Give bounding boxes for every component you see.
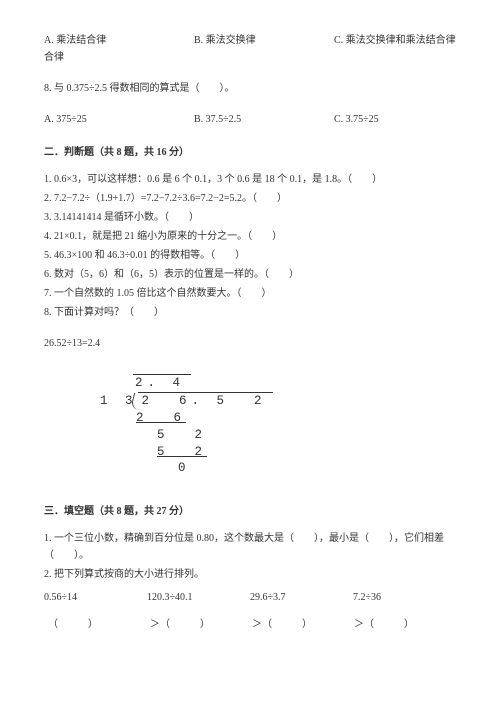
ld-sub1-val: 2 6 bbox=[136, 410, 186, 427]
q7-opt-b: B. 乘法交换律 bbox=[194, 32, 334, 49]
s2-item3: 3. 3.14141414 是循环小数。（ ） bbox=[44, 209, 456, 226]
s3-cmp4: ＞（ ） bbox=[354, 616, 456, 633]
s2-calc-expr: 26.52÷13=2.4 bbox=[44, 335, 456, 352]
ld-quotient-val: 2. 4 bbox=[133, 374, 191, 392]
s3-q1: 1. 一个三位小数，精确到百分位是 0.80，这个数最大是（ ），最小是（ ），… bbox=[44, 530, 456, 564]
q8-opt-c: C. 3.75÷25 bbox=[334, 111, 456, 128]
section3-title: 三．填空题（共 8 题，共 27 分） bbox=[44, 503, 456, 520]
ld-dividend-row: 1 32 6. 5 2 bbox=[100, 392, 456, 410]
s3-q2-opt2: 120.3÷40.1 bbox=[147, 589, 250, 606]
s3-q2: 2. 把下列算式按商的大小进行排列。 bbox=[44, 566, 456, 583]
long-division: 2. 4 1 32 6. 5 2 2 6 5 2 5 2 0 bbox=[100, 374, 456, 477]
s2-item5: 5. 46.3×100 和 46.3÷0.01 的得数相等。（ ） bbox=[44, 247, 456, 264]
s3-q2-opt3: 29.6÷3.7 bbox=[250, 589, 353, 606]
q7-opt-a: A. 乘法结合律 bbox=[44, 32, 194, 49]
s3-cmp2: ＞（ ） bbox=[150, 616, 252, 633]
ld-quotient: 2. 4 bbox=[100, 374, 456, 392]
s3-cmp1: （ ） bbox=[48, 616, 150, 633]
q7-options: A. 乘法结合律 B. 乘法交换律 C. 乘法交换律和乘法结合律 bbox=[44, 32, 456, 49]
s3-cmp3: ＞（ ） bbox=[252, 616, 354, 633]
ld-sub2-val: 5 2 bbox=[157, 444, 207, 461]
s3-q2-compare: （ ） ＞（ ） ＞（ ） ＞（ ） bbox=[44, 616, 456, 633]
ld-sub1: 2 6 bbox=[100, 410, 456, 427]
section2-title: 二．判断题（共 8 题，共 16 分） bbox=[44, 144, 456, 161]
s3-q2-opt1: 0.56÷14 bbox=[44, 589, 147, 606]
s2-item6: 6. 数对（5，6）和（6，5）表示的位置是一样的。（ ） bbox=[44, 266, 456, 283]
ld-dividend: 2 6. 5 2 bbox=[138, 392, 273, 410]
s2-item8: 8. 下面计算对吗？（ ） bbox=[44, 304, 456, 321]
q8-opt-a: A. 375÷25 bbox=[44, 111, 194, 128]
q7-opt-c-wrap: 合律 bbox=[44, 49, 456, 66]
s2-item2: 2. 7.2−7.2÷（1.9+1.7）=7.2−7.2÷3.6=7.2−2=5… bbox=[44, 190, 456, 207]
s3-q2-opt4: 7.2÷36 bbox=[353, 589, 456, 606]
q8-options: A. 375÷25 B. 37.5÷2.5 C. 3.75÷25 bbox=[44, 111, 456, 128]
q8-stem: 8. 与 0.375÷2.5 得数相同的算式是（ ）。 bbox=[44, 80, 456, 97]
s3-q2-options: 0.56÷14 120.3÷40.1 29.6÷3.7 7.2÷36 bbox=[44, 589, 456, 606]
s2-item1: 1. 0.6×3，可以这样想：0.6 是 6 个 0.1，3 个 0.6 是 1… bbox=[44, 171, 456, 188]
s2-item7: 7. 一个自然数的 1.05 倍比这个自然数要大。（ ） bbox=[44, 285, 456, 302]
q7-opt-c: C. 乘法交换律和乘法结合律 bbox=[334, 32, 456, 49]
q8-opt-b: B. 37.5÷2.5 bbox=[194, 111, 334, 128]
s2-item4: 4. 21×0.1，就是把 21 缩小为原来的十分之一。（ ） bbox=[44, 228, 456, 245]
ld-rem2: 0 bbox=[100, 460, 456, 477]
ld-rem1: 5 2 bbox=[100, 427, 456, 444]
ld-sub2: 5 2 bbox=[100, 444, 456, 461]
